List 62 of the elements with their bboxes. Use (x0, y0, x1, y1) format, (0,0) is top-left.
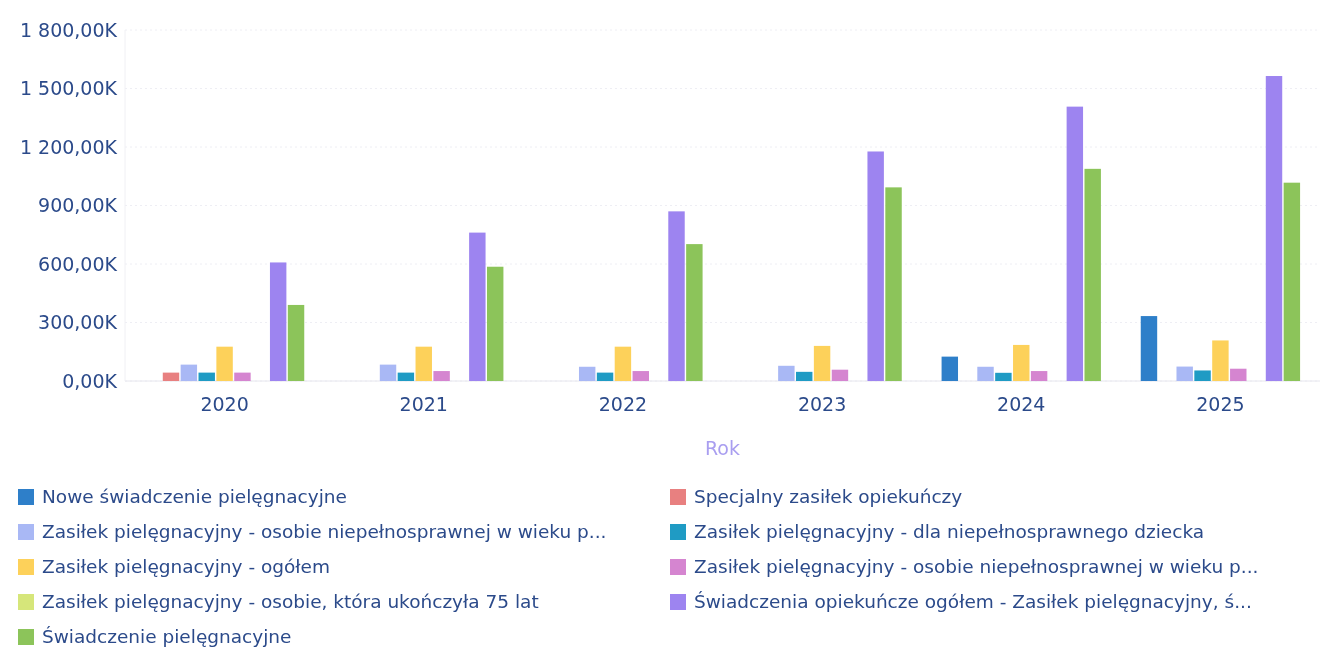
y-tick-label: 1 200,00K (19, 135, 118, 158)
bar (1283, 182, 1301, 381)
y-tick-label: 600,00K (38, 252, 118, 275)
bar (813, 345, 831, 381)
bar (287, 304, 305, 381)
bar (885, 187, 902, 381)
bar (1066, 106, 1084, 381)
bar (831, 369, 849, 381)
x-tick-label: 2023 (797, 393, 847, 415)
bar (614, 346, 632, 381)
bar (216, 346, 233, 381)
y-tick-label: 1 500,00K (19, 77, 118, 100)
bar (632, 371, 649, 381)
bar (1030, 371, 1048, 381)
bar (578, 366, 596, 381)
bar (941, 356, 959, 381)
bar (686, 244, 703, 381)
x-axis-title: Rok (705, 437, 740, 459)
bar (269, 262, 287, 381)
x-tick-label: 2024 (997, 393, 1046, 415)
bar (778, 365, 795, 381)
legend-label: Nowe świadczenie pielęgnacyjne (42, 486, 347, 508)
x-tick-label: 2025 (1196, 393, 1245, 415)
bar (433, 371, 450, 381)
legend-label: Specjalny zasiłek opiekuńczy (694, 486, 963, 508)
bar (1013, 344, 1030, 381)
y-tick-label: 300,00K (38, 311, 118, 334)
bar (234, 372, 251, 381)
bar (596, 372, 614, 381)
y-tick-label: 900,00K (38, 194, 118, 217)
x-tick-label: 2022 (598, 393, 648, 415)
bar (1140, 316, 1158, 381)
bar (995, 372, 1012, 381)
bar (198, 372, 215, 381)
x-tick-label: 2020 (200, 393, 249, 415)
legend-label: Zasiłek pielęgnacyjny - osobie niepełnosprawnej w wieku p... (42, 521, 607, 543)
bar (668, 211, 685, 381)
bar (486, 266, 504, 381)
legend-label: Świadczenie pielęgnacyjne (42, 626, 292, 648)
y-tick-label: 1 800,00K (19, 18, 118, 41)
x-tick-label: 2021 (399, 393, 448, 415)
legend-label: Zasiłek pielęgnacyjny - dla niepełnosprawnego dziecka (694, 521, 1205, 543)
bar (1212, 340, 1229, 381)
bar (415, 346, 432, 381)
bar (180, 364, 198, 381)
bar (1084, 168, 1101, 381)
legend-label: Zasiłek pielęgnacyjny - osobie niepełnosprawnej w wieku p... (694, 556, 1259, 578)
legend-label: Świadczenia opiekuńcze ogółem - Zasiłek pielęgnacyjny, ś... (694, 591, 1252, 613)
bar (1176, 366, 1193, 381)
bar (469, 232, 486, 381)
bar (977, 366, 994, 381)
bar (379, 364, 397, 381)
legend-label: Zasiłek pielęgnacyjny - ogółem (42, 556, 331, 578)
y-tick-label: 0,00K (62, 369, 118, 392)
bar (796, 371, 813, 381)
bar (1230, 368, 1247, 381)
bar (867, 151, 884, 381)
legend-label: Zasiłek pielęgnacyjny - osobie, która ukończyła 75 lat (42, 591, 539, 613)
bar (397, 372, 415, 381)
bar (1194, 370, 1211, 381)
bar (1265, 76, 1283, 381)
bar (162, 372, 180, 381)
